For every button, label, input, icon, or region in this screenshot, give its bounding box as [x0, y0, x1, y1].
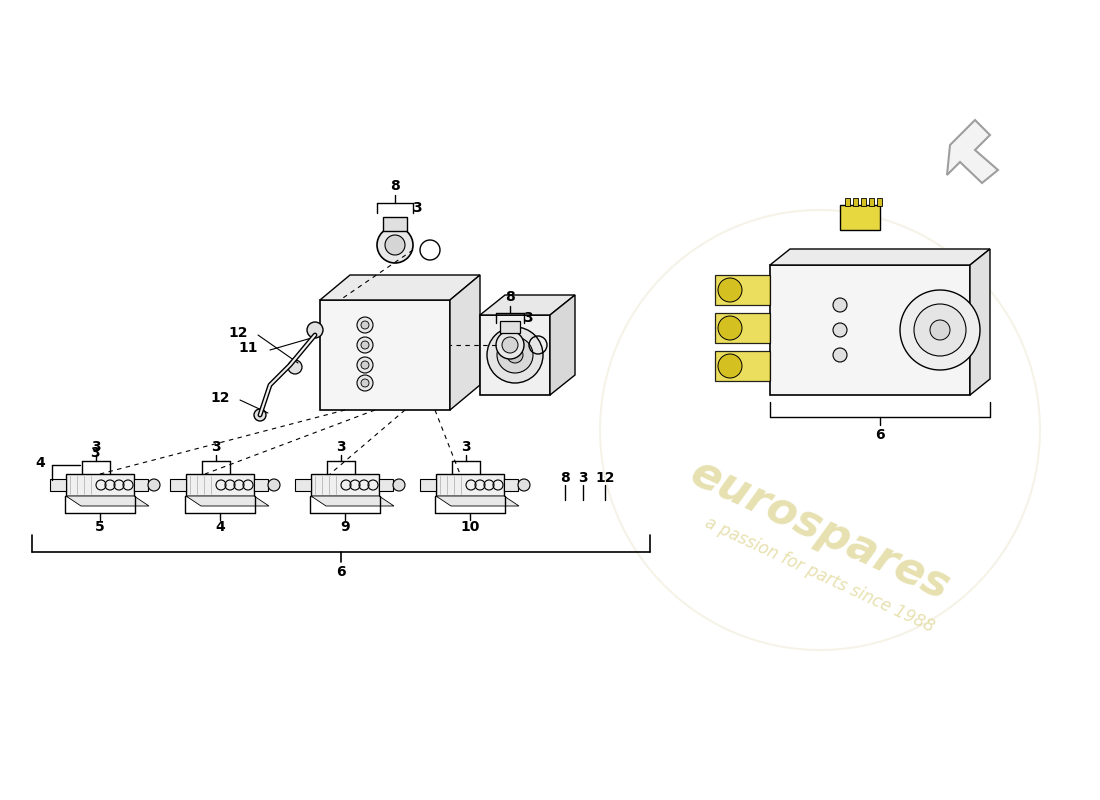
- Text: 6: 6: [876, 428, 884, 442]
- Bar: [134, 479, 148, 491]
- Text: 10: 10: [460, 520, 480, 534]
- Bar: [877, 198, 882, 206]
- Polygon shape: [320, 275, 480, 300]
- Text: 11: 11: [239, 341, 258, 355]
- Circle shape: [358, 317, 373, 333]
- Circle shape: [833, 298, 847, 312]
- Circle shape: [361, 361, 368, 369]
- Text: 3: 3: [211, 440, 221, 454]
- Circle shape: [518, 479, 530, 491]
- Bar: [845, 198, 850, 206]
- Bar: [186, 474, 254, 496]
- Bar: [436, 474, 504, 496]
- Text: 8: 8: [390, 179, 400, 193]
- Text: 3: 3: [461, 440, 471, 454]
- Bar: [311, 474, 379, 496]
- Bar: [383, 217, 407, 231]
- Text: 8: 8: [505, 290, 515, 304]
- Circle shape: [268, 479, 280, 491]
- Bar: [715, 313, 770, 343]
- Circle shape: [254, 409, 266, 421]
- Polygon shape: [66, 496, 148, 506]
- Bar: [66, 474, 134, 496]
- Bar: [50, 479, 66, 491]
- Text: 4: 4: [35, 456, 45, 470]
- Circle shape: [507, 347, 522, 363]
- Polygon shape: [311, 496, 394, 506]
- Circle shape: [361, 379, 368, 387]
- Text: 3: 3: [524, 311, 532, 325]
- Text: 6: 6: [337, 565, 345, 579]
- Polygon shape: [947, 120, 998, 183]
- Text: 12: 12: [210, 391, 230, 405]
- Bar: [254, 479, 268, 491]
- Circle shape: [833, 323, 847, 337]
- Text: 12: 12: [229, 326, 248, 340]
- Text: 3: 3: [412, 201, 421, 215]
- Bar: [420, 479, 436, 491]
- Text: a passion for parts since 1988: a passion for parts since 1988: [703, 514, 937, 636]
- Circle shape: [718, 354, 743, 378]
- Circle shape: [718, 278, 743, 302]
- Bar: [869, 198, 874, 206]
- Circle shape: [496, 331, 524, 359]
- Bar: [170, 479, 186, 491]
- Bar: [379, 479, 393, 491]
- Bar: [715, 351, 770, 381]
- Circle shape: [358, 337, 373, 353]
- Circle shape: [385, 235, 405, 255]
- Circle shape: [307, 322, 323, 338]
- Circle shape: [377, 227, 412, 263]
- Circle shape: [358, 357, 373, 373]
- Polygon shape: [550, 295, 575, 395]
- Text: 5: 5: [95, 520, 104, 534]
- Bar: [770, 265, 970, 395]
- Circle shape: [361, 341, 368, 349]
- Circle shape: [487, 327, 543, 383]
- Text: 12: 12: [595, 471, 615, 485]
- Polygon shape: [970, 249, 990, 395]
- Circle shape: [148, 479, 159, 491]
- Text: 3: 3: [91, 440, 101, 454]
- Polygon shape: [436, 496, 519, 506]
- Bar: [840, 205, 880, 230]
- Circle shape: [288, 360, 302, 374]
- Circle shape: [930, 320, 950, 340]
- Text: eurospares: eurospares: [683, 451, 957, 609]
- Text: 8: 8: [560, 471, 570, 485]
- Polygon shape: [770, 249, 990, 265]
- Bar: [861, 198, 866, 206]
- Circle shape: [393, 479, 405, 491]
- Bar: [500, 321, 520, 333]
- Polygon shape: [186, 496, 270, 506]
- Text: 3: 3: [579, 471, 587, 485]
- Bar: [295, 479, 311, 491]
- Circle shape: [914, 304, 966, 356]
- Polygon shape: [450, 275, 480, 410]
- Text: 3: 3: [337, 440, 345, 454]
- Circle shape: [497, 337, 534, 373]
- Bar: [715, 275, 770, 305]
- Bar: [320, 300, 450, 410]
- Circle shape: [502, 337, 518, 353]
- Bar: [852, 198, 858, 206]
- Polygon shape: [480, 295, 575, 315]
- Circle shape: [900, 290, 980, 370]
- Circle shape: [361, 321, 368, 329]
- Text: 4: 4: [216, 520, 224, 534]
- Bar: [504, 479, 518, 491]
- Text: 9: 9: [340, 520, 350, 534]
- Text: 3: 3: [90, 446, 100, 460]
- Circle shape: [833, 348, 847, 362]
- Bar: [480, 315, 550, 395]
- Circle shape: [718, 316, 743, 340]
- Circle shape: [358, 375, 373, 391]
